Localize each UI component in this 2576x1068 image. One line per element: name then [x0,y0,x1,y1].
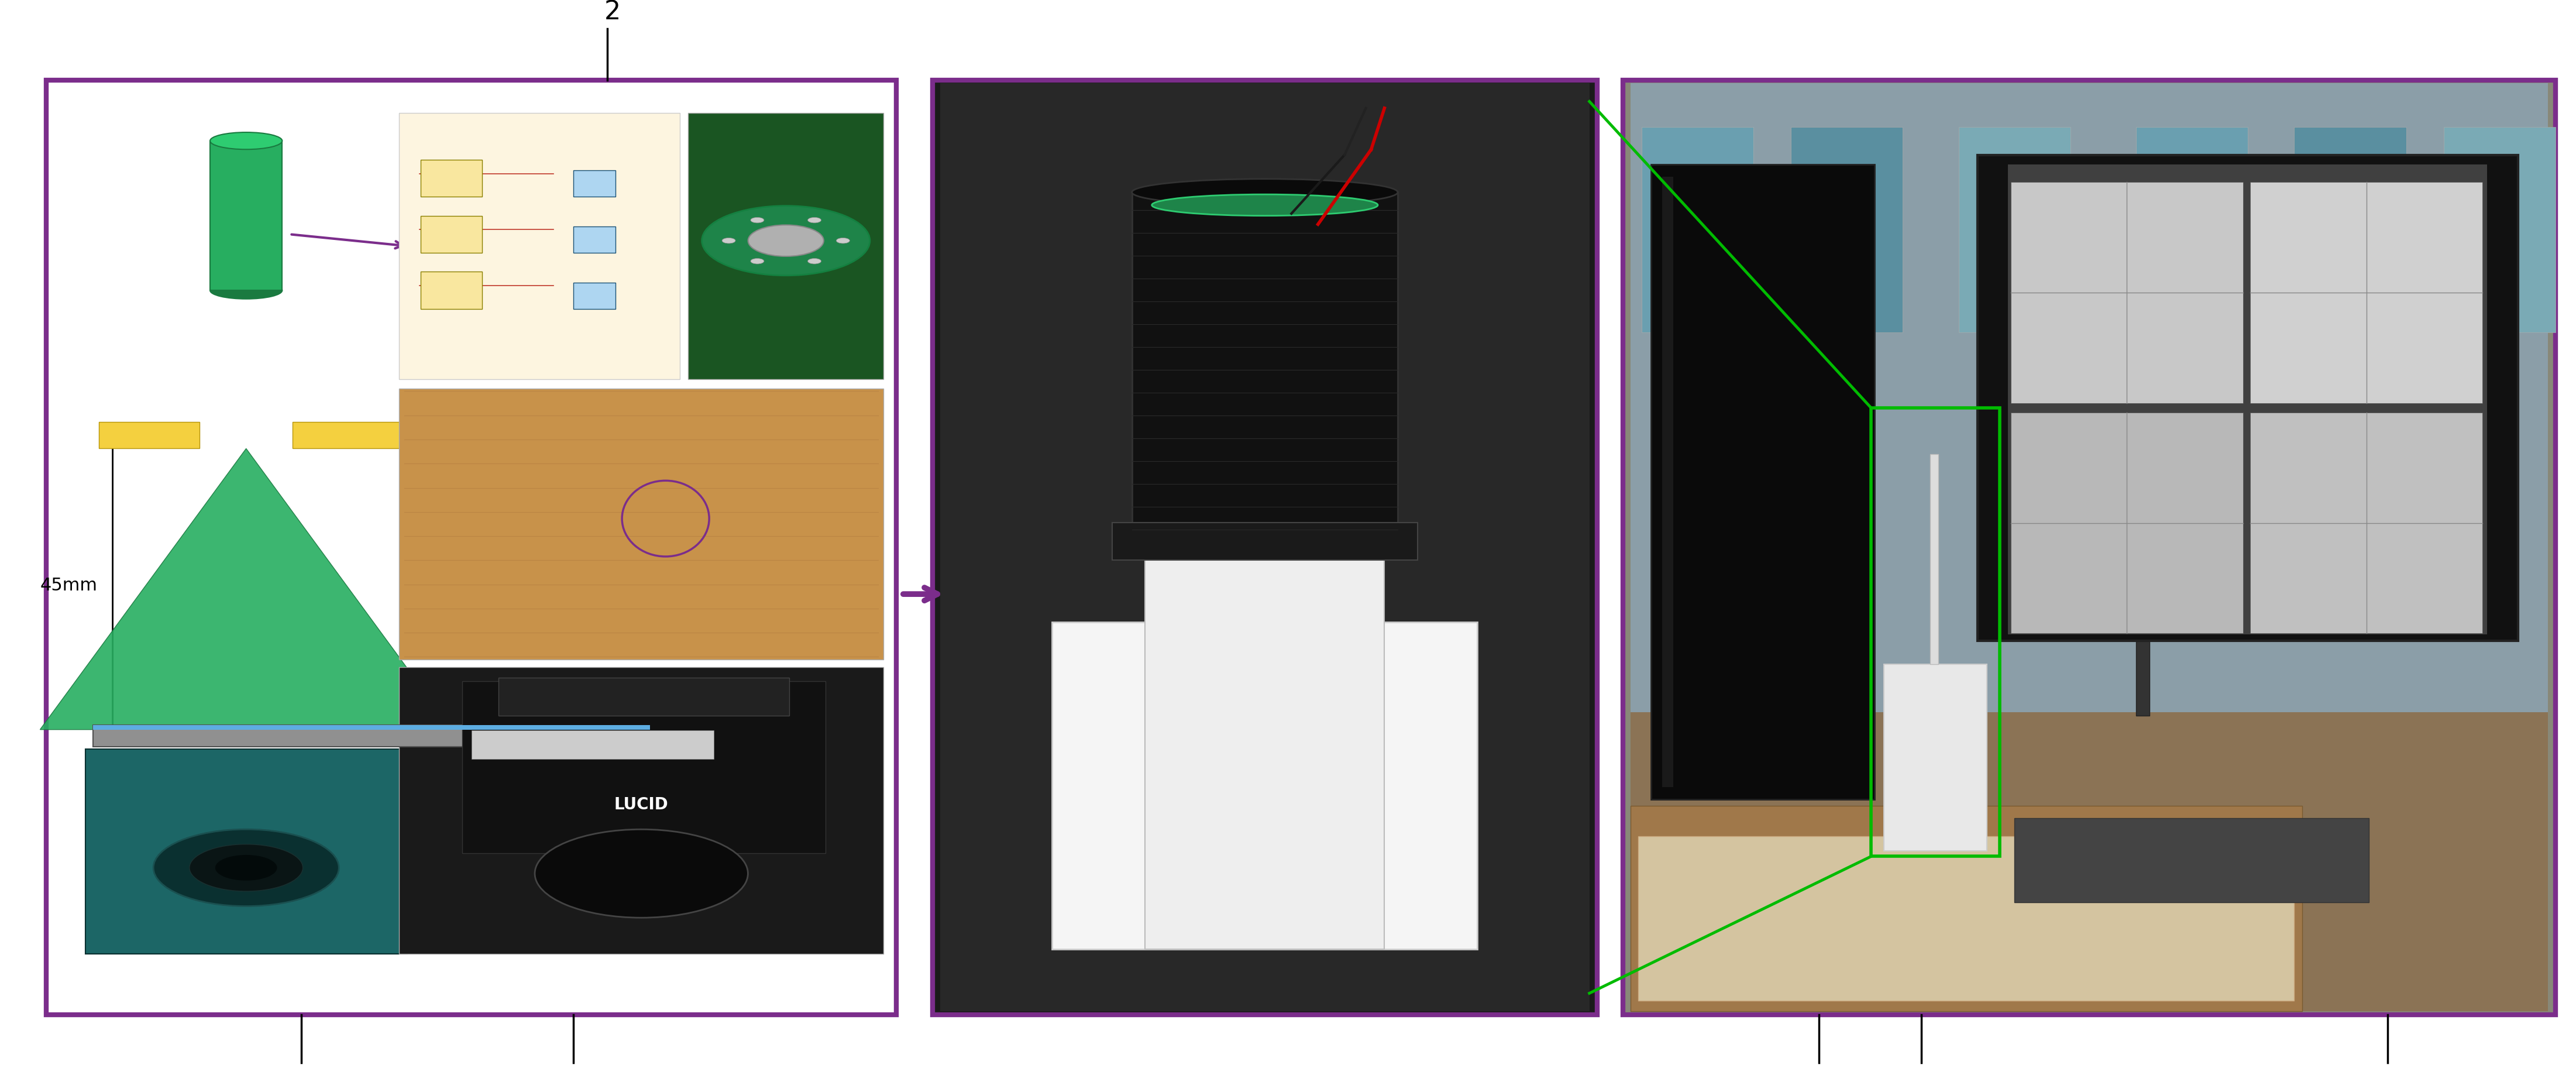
Bar [420,159,482,197]
Text: 2: 2 [605,0,621,25]
Bar [1623,80,2555,1015]
Bar [399,666,884,954]
Circle shape [809,258,822,264]
Bar [1631,83,2548,1011]
Circle shape [750,258,765,264]
Ellipse shape [211,132,283,150]
Bar [1790,127,1904,332]
Polygon shape [41,449,453,729]
Circle shape [155,829,340,906]
Circle shape [701,206,871,276]
Circle shape [837,238,850,244]
Bar [399,389,884,660]
Bar [1651,164,1875,800]
Bar [2295,127,2406,332]
Ellipse shape [211,282,283,299]
Bar [1113,523,1417,561]
Bar [1883,664,1986,851]
Bar [500,678,788,716]
Circle shape [721,238,737,244]
Bar [461,681,824,853]
Bar [574,282,616,309]
Bar [420,271,482,309]
Bar [1051,622,1479,949]
Bar [399,113,680,379]
Bar [93,725,649,747]
Bar [93,725,649,729]
Bar [420,216,482,253]
Bar [1870,408,1999,857]
Bar [574,170,616,197]
Circle shape [747,225,824,256]
Bar [933,80,1597,1015]
Ellipse shape [1151,194,1378,216]
Bar [1146,547,1383,949]
Bar [940,83,1589,1011]
Bar [2136,622,2151,716]
Bar [1978,155,2519,641]
Text: LUCID: LUCID [613,797,670,813]
Bar [1929,454,1937,664]
Bar [2251,412,2483,633]
Ellipse shape [1131,179,1399,205]
Bar [98,422,201,449]
Bar [2012,183,2244,403]
Circle shape [216,854,278,880]
Bar [471,731,714,758]
Bar [1958,127,2071,332]
Bar [85,749,407,954]
Circle shape [809,218,822,223]
Bar [1131,192,1399,547]
Bar [2009,164,2488,634]
Bar [294,422,536,449]
Bar [1638,836,2295,1001]
Circle shape [536,830,747,917]
Bar [574,226,616,253]
Text: 45mm: 45mm [39,577,98,594]
Bar [2445,127,2555,332]
Bar [1631,712,2548,1011]
Bar [2136,127,2249,332]
Circle shape [750,218,765,223]
Bar [1641,127,1754,332]
Bar [2014,818,2370,902]
Bar [1662,177,1674,787]
Bar [211,141,283,290]
Bar [688,113,884,379]
Bar [1631,805,2303,1011]
Bar [2012,412,2244,633]
Circle shape [191,844,304,891]
Bar [46,80,896,1015]
Bar [2251,183,2483,403]
